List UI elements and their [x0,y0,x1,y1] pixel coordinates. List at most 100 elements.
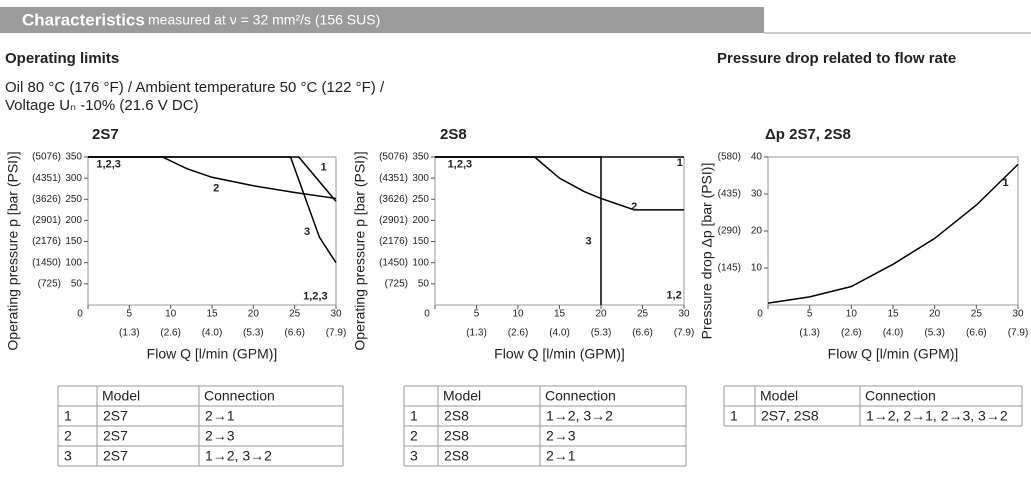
table-cell: 1 [410,408,418,424]
y-tick-label-psi: (2901) [32,215,61,226]
y-tick-label-psi: (4351) [379,173,408,184]
plot-frame [434,156,685,306]
y-tick-label: 30 [751,189,763,200]
y-tick-label: 150 [65,236,82,247]
table-cell: 2S8 [444,448,469,464]
table-cell: 2S7 [103,408,128,424]
plot-frame [767,156,1019,306]
x-tick-label: 30 [678,309,690,320]
x-tick-label-gpm: (1.3) [466,328,487,339]
x-tick-label: 15 [206,309,218,320]
x-tick-label: 15 [554,309,566,320]
x-tick-label-gpm: (1.3) [119,328,140,339]
table-cell: 3 [410,448,418,464]
y-tick-label-psi: (5076) [32,152,61,163]
y-axis-title: Pressure drop Δp [bar (PSI)] [699,163,715,340]
y-tick-label: 250 [412,194,429,205]
table-header: Connection [545,388,616,404]
x-tick-label: 5 [807,309,813,320]
curve-label: 2 [631,201,637,213]
y-tick-label: 350 [65,152,82,163]
table-cell: 3 [64,448,72,464]
x-tick-label-gpm: (5.3) [243,328,264,339]
curve [88,156,337,200]
y-tick-label: 150 [412,236,429,247]
y-tick-label-psi: (2176) [379,236,408,247]
x-tick-label-gpm: (6.6) [966,328,987,339]
y-tick-label-psi: (725) [38,278,61,289]
x-tick-label: 5 [474,309,480,320]
annotation: 1,2,3 [96,159,120,171]
curve-label: 2 [213,183,219,195]
table-cell: 2S8 [444,428,469,444]
y-tick-label-psi: (2176) [32,236,61,247]
y-axis-title: Operating pressure p [bar (PSI)] [5,151,21,350]
section-title: Operating limits [5,50,119,67]
table-cell: 2 [410,428,418,444]
x-tick-label-gpm: (7.9) [326,328,347,339]
x-tick-label: 20 [929,309,941,320]
table-cell: 2S7 [103,448,128,464]
table-cell: 1 [730,408,738,424]
x-tick-label: 20 [248,309,260,320]
annotation: 1,2,3 [448,159,472,171]
y-tick-label-psi: (1450) [32,257,61,268]
y-tick-label: 40 [751,152,763,163]
x-axis-title: Flow Q [l/min (GPM)] [494,346,625,362]
x-tick-label: 30 [330,309,342,320]
y-tick-label-psi: (3626) [379,194,408,205]
curve [767,163,1019,304]
curve [435,156,684,211]
x-tick-label-gpm: (5.3) [924,328,945,339]
x-tick-label: 10 [512,309,524,320]
table-header: Connection [204,388,275,404]
y-tick-label: 100 [65,257,82,268]
conditions: Oil 80 °C (176 °F) / Ambient temperature… [5,79,385,96]
x-tick-label-gpm: (4.0) [549,328,570,339]
x-tick-label: 25 [289,309,301,320]
header-title: Characteristics [22,10,145,29]
curve-label: 3 [585,235,591,247]
x-tick-label-gpm: (2.6) [508,328,529,339]
table-cell: 2S8 [444,408,469,424]
x-tick-label-gpm: (7.9) [674,328,695,339]
table-header: Connection [865,388,936,404]
table-header: Model [443,388,481,404]
table-header: Model [760,388,798,404]
x-tick-label-gpm: (6.6) [284,328,305,339]
y-tick-label-psi: (290) [718,226,741,237]
table-cell: 2→3 [205,428,235,444]
table-cell: 2 [64,428,72,444]
table-cell: 1→2, 3→2 [205,448,272,464]
header-subtitle: measured at ν = 32 mm²/s (156 SUS) [148,12,380,28]
y-tick-label: 250 [65,194,82,205]
y-tick-label-psi: (580) [718,152,741,163]
x-tick-label: 25 [637,309,649,320]
y-tick-label: 20 [751,226,763,237]
y-tick-label: 300 [65,173,82,184]
y-tick-label-psi: (2901) [379,215,408,226]
y-tick-label: 10 [751,263,763,274]
chart-title: 2S7 [92,126,119,143]
y-tick-label: 200 [412,215,429,226]
curve-label: 3 [304,226,310,238]
table-cell: 1→2, 3→2 [546,408,613,424]
x-tick-label: 10 [165,309,177,320]
chart-title: 2S8 [440,126,467,143]
x-tick-label: 20 [595,309,607,320]
table-cell: 2S7 [103,428,128,444]
x-tick-label-gpm: (6.6) [632,328,653,339]
x-tick-label: 0 [757,309,763,320]
x-tick-label: 25 [971,309,983,320]
y-tick-label: 300 [412,173,429,184]
x-tick-label: 5 [127,309,133,320]
x-tick-label-gpm: (4.0) [883,328,904,339]
table-header: Model [102,388,140,404]
conditions: Voltage Uₙ -10% (21.6 V DC) [5,97,199,114]
section-title: Pressure drop related to flow rate [717,50,956,67]
table-cell: 1→2, 2→1, 2→3, 3→2 [866,408,1008,424]
y-tick-label-psi: (1450) [379,257,408,268]
x-tick-label: 15 [887,309,899,320]
table-cell: 2→1 [205,408,235,424]
